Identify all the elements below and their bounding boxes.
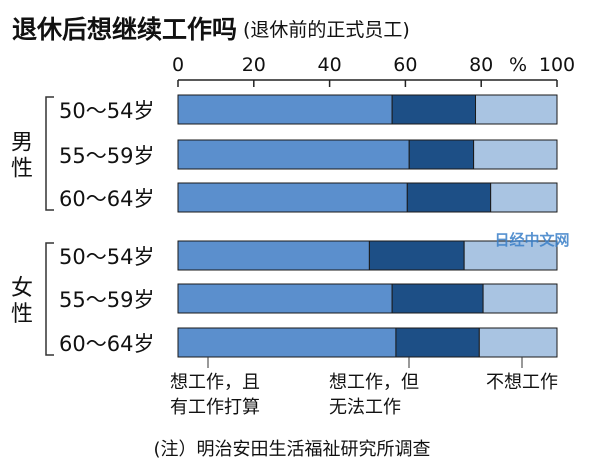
legend-label: 无法工作 [329, 397, 401, 418]
x-tick-label: 100 [539, 54, 575, 76]
category-label: 60～64岁 [59, 187, 154, 211]
x-tick-label: 40 [318, 54, 342, 76]
x-tick-label: 0 [172, 54, 184, 76]
bar-segment [475, 94, 558, 125]
bar-segment [177, 240, 370, 271]
x-tick-label: 80 [469, 54, 493, 76]
group-label-char: 性 [11, 157, 33, 182]
bar-segment [482, 283, 558, 314]
category-label: 55～59岁 [59, 144, 154, 168]
group-bracket [45, 242, 54, 356]
category-label: 60～64岁 [59, 332, 154, 356]
bar-segment [408, 139, 475, 170]
group-label-char: 性 [11, 302, 33, 327]
bar-segment [463, 240, 558, 271]
bar-segment [473, 139, 558, 170]
x-unit-label: % [509, 54, 527, 76]
bar-segment [177, 283, 393, 314]
bar-segment [478, 327, 558, 358]
legend-label: 有工作打算 [170, 397, 260, 418]
bar-segment [391, 283, 484, 314]
bar-segment [391, 94, 477, 125]
x-tick-label: 60 [393, 54, 417, 76]
bar-segment [406, 182, 492, 213]
chart-title: 退休后想继续工作吗 [12, 15, 237, 44]
bar-segment [177, 94, 393, 125]
group-bracket [45, 96, 54, 211]
category-label: 50～54岁 [59, 245, 154, 269]
legend-label: 不想工作 [486, 372, 558, 393]
source-note: (注）明治安田生活福祉研究所调查 [153, 439, 430, 460]
group-label-char: 女 [11, 276, 33, 301]
x-tick-label: 20 [242, 54, 266, 76]
bar-segment [490, 182, 558, 213]
category-label: 55～59岁 [59, 288, 154, 312]
legend-label: 想工作，但 [329, 372, 419, 393]
chart-subtitle: (退休前的正式员工) [243, 19, 410, 41]
bar-segment [177, 139, 410, 170]
legend-label: 想工作，且 [170, 372, 260, 393]
group-label-char: 男 [11, 131, 33, 156]
bar-segment [395, 327, 480, 358]
bar-segment [177, 327, 397, 358]
watermark-logo: 日经中文网 [494, 231, 569, 249]
category-label: 50～54岁 [59, 99, 154, 123]
bar-segment [368, 240, 465, 271]
bar-segment [177, 182, 408, 213]
